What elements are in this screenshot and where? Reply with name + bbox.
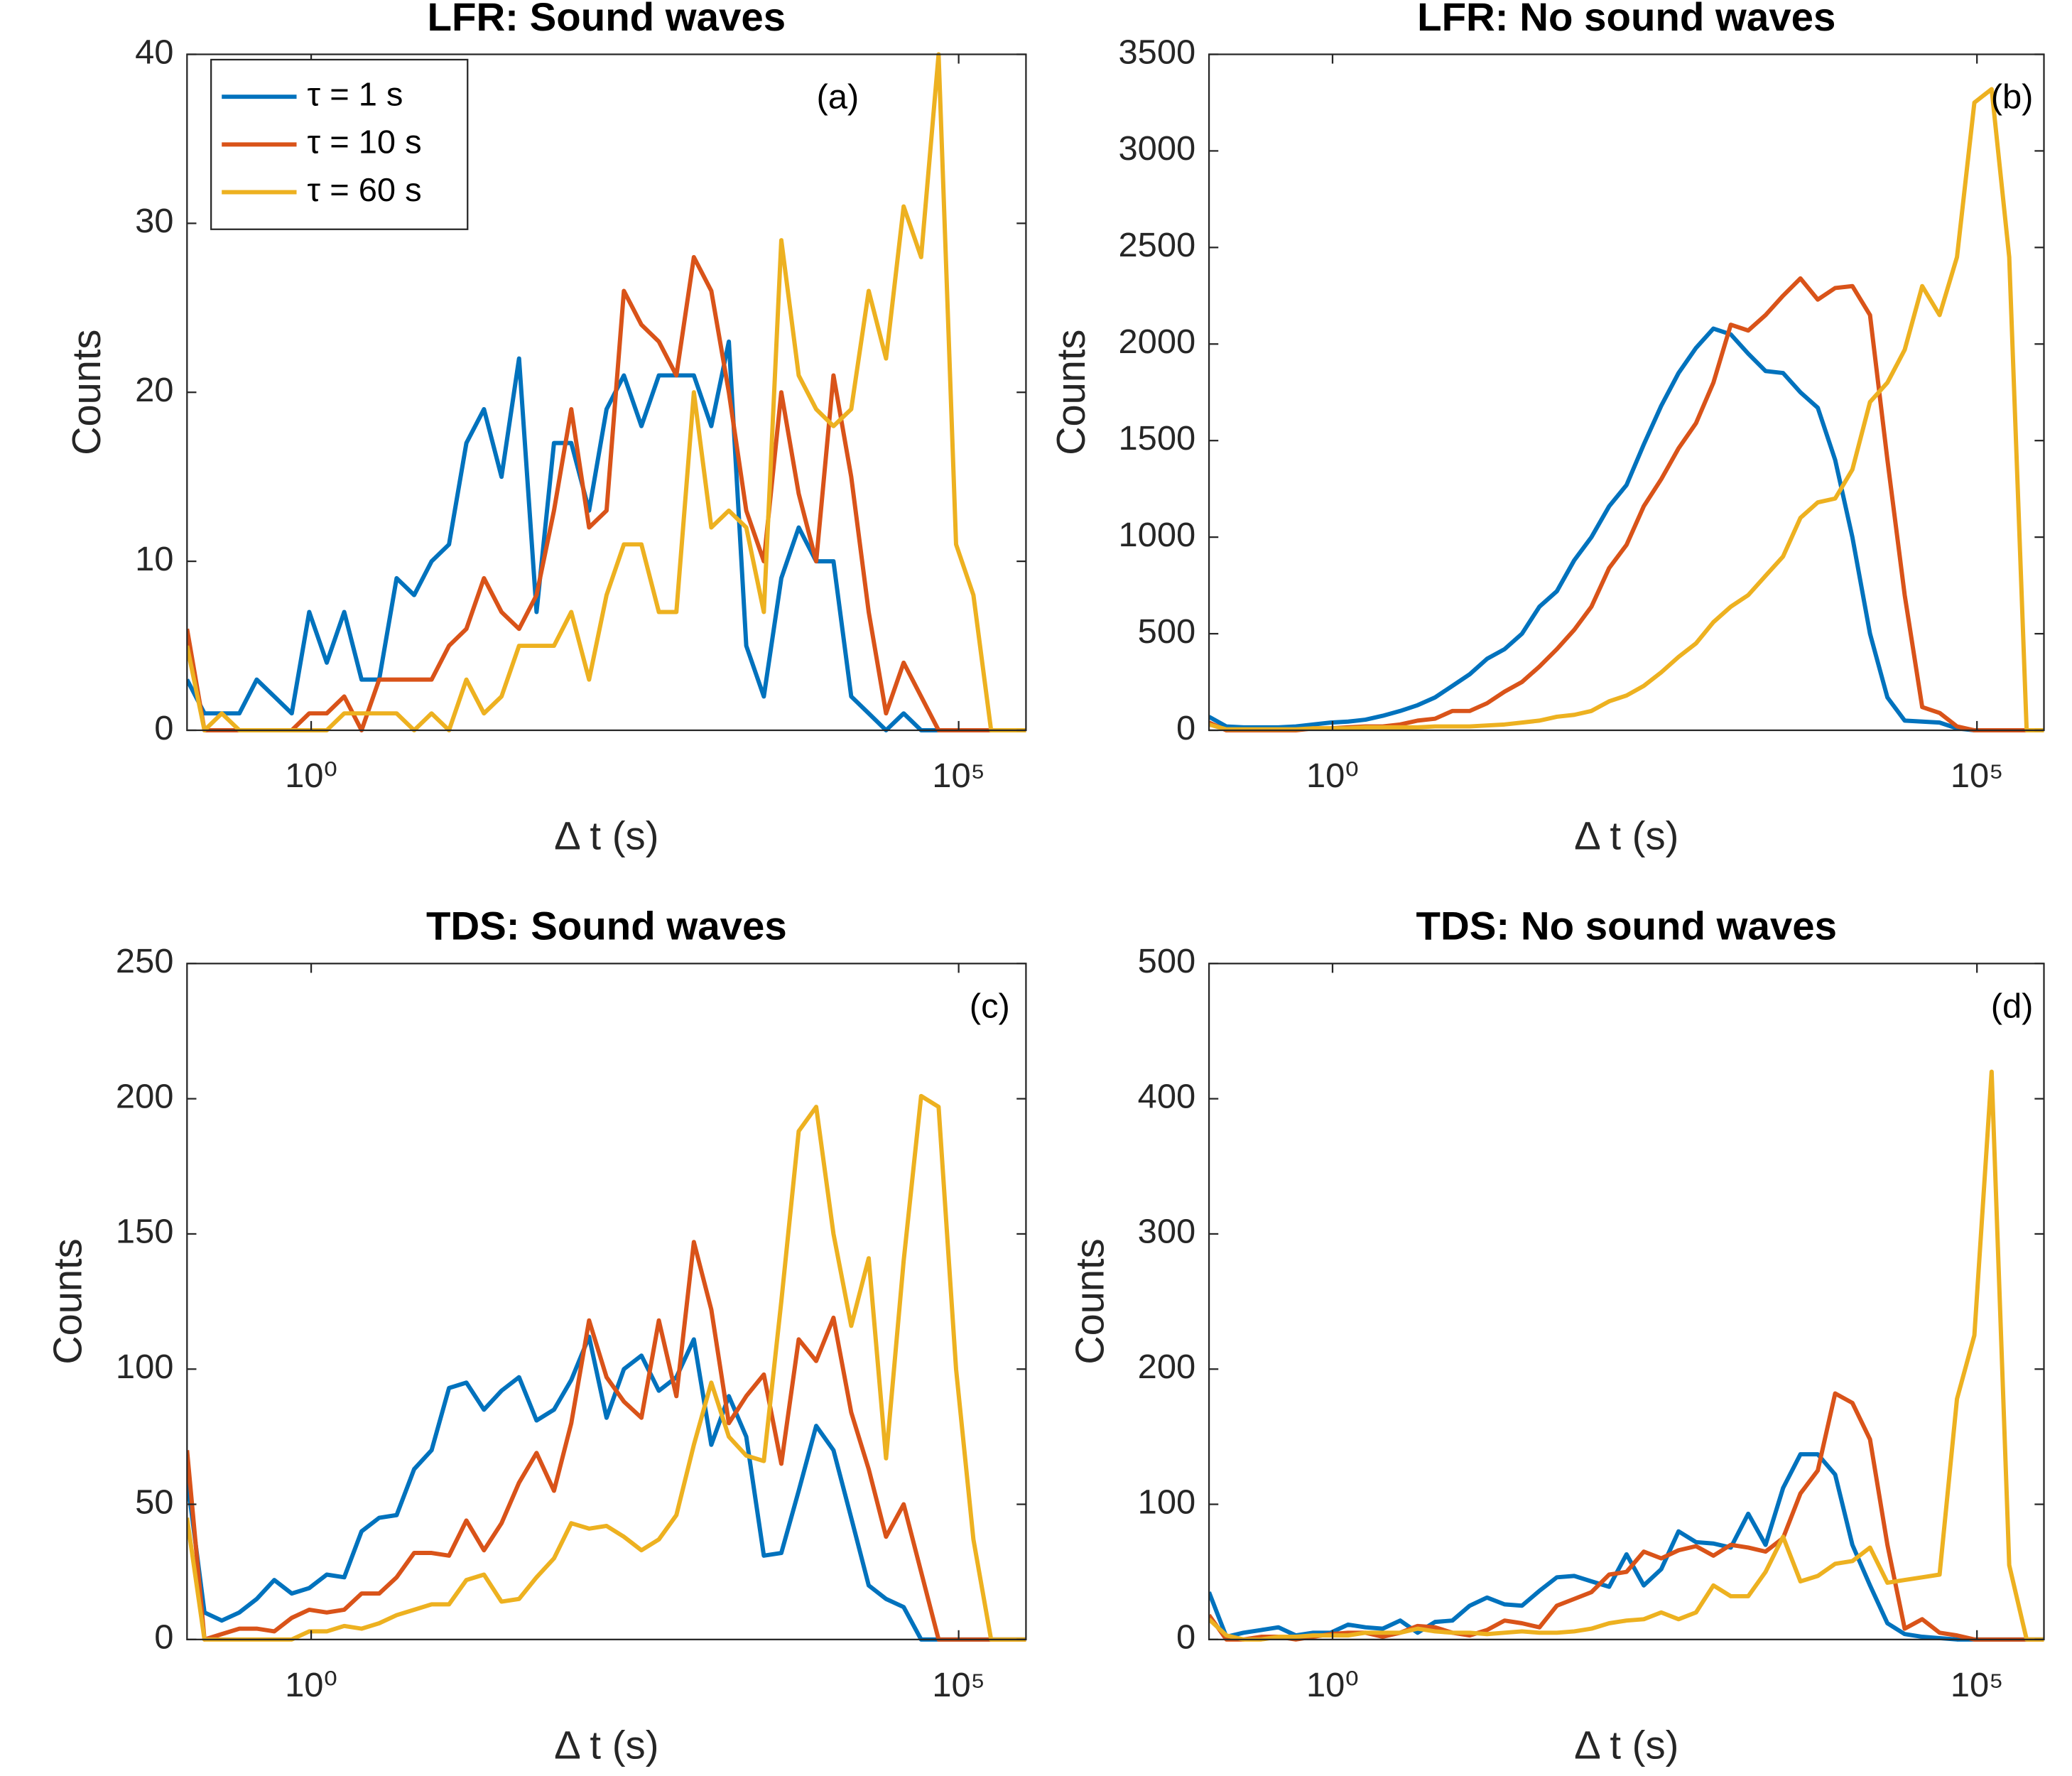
legend-label: τ = 10 s: [308, 124, 422, 161]
y-tick-label: 1000: [1118, 516, 1195, 554]
data-line: [1209, 326, 2044, 732]
chart-title: TDS: No sound waves: [1416, 904, 1837, 948]
y-axis-label: Counts: [64, 330, 109, 455]
legend-label: τ = 1 s: [308, 76, 403, 113]
data-line: [1209, 1069, 2044, 1642]
x-tick-label: 10⁰: [285, 757, 337, 795]
y-axis-label: Counts: [1048, 330, 1093, 455]
y-tick-label: 3500: [1118, 33, 1195, 71]
plot-area: [1209, 963, 2044, 1640]
chart-title: LFR: No sound waves: [1417, 0, 1835, 39]
x-axis-label: Δ t (s): [1574, 1723, 1678, 1767]
x-axis-label: Δ t (s): [554, 813, 658, 858]
data-line: [1209, 1452, 2044, 1642]
legend-label: τ = 60 s: [308, 171, 422, 208]
data-line: [187, 254, 1026, 732]
y-tick-label: 200: [116, 1078, 174, 1116]
axes-box: [186, 963, 1027, 1640]
x-tick-label: 10⁵: [1951, 1666, 2004, 1704]
y-tick-label: 1500: [1118, 419, 1195, 457]
y-axis-label: Counts: [45, 1238, 90, 1364]
x-tick-label: 10⁵: [932, 757, 985, 795]
y-tick-label: 0: [1176, 709, 1195, 747]
y-tick-label: 3000: [1118, 129, 1195, 168]
panel: 0 50 100 150 200 250 10⁰ 10⁵ TDS: Sound waves Δ t…: [45, 904, 1027, 1767]
x-axis-label: Δ t (s): [1574, 813, 1678, 858]
y-tick-label: 2000: [1118, 323, 1195, 361]
data-line: [187, 1093, 1026, 1642]
panel-label: (d): [1991, 987, 2034, 1026]
y-tick-label: 50: [135, 1483, 173, 1522]
y-tick-label: 500: [1138, 612, 1196, 651]
y-tick-label: 250: [116, 942, 174, 980]
y-tick-label: 100: [116, 1348, 174, 1386]
y-tick-label: 0: [154, 709, 173, 747]
panel-label: (b): [1991, 78, 2034, 117]
panel: 0 500 1000 1500 2000 2500 3000 3500 10⁰ 10⁵ LFR: N…: [1048, 0, 2045, 858]
panel: 0 100 200 300 400 500 10⁰ 10⁵ TDS: No sound wave…: [1067, 904, 2045, 1767]
y-axis-label: Counts: [1067, 1238, 1112, 1364]
y-tick-label: 40: [135, 33, 173, 71]
y-tick-label: 30: [135, 202, 173, 240]
y-tick-label: 20: [135, 371, 173, 409]
x-tick-label: 10⁰: [1306, 1666, 1359, 1704]
axes-box: [1208, 53, 2045, 732]
chart-title: LFR: Sound waves: [428, 0, 786, 39]
x-tick-label: 10⁵: [932, 1666, 985, 1704]
y-tick-label: 500: [1138, 942, 1196, 980]
data-line: [187, 1334, 1026, 1642]
y-tick-label: 150: [116, 1213, 174, 1251]
data-line: [1209, 87, 2044, 732]
x-tick-label: 10⁰: [285, 1666, 337, 1704]
panel-label: (a): [817, 78, 859, 117]
x-axis-label: Δ t (s): [554, 1723, 658, 1767]
data-line: [1209, 1391, 2044, 1642]
axes-box: [1208, 963, 2045, 1640]
x-tick-label: 10⁵: [1951, 757, 2004, 795]
y-tick-label: 400: [1138, 1078, 1196, 1116]
y-tick-label: 200: [1138, 1348, 1196, 1386]
chart-title: TDS: Sound waves: [426, 904, 787, 948]
panel-label: (c): [970, 987, 1010, 1026]
x-tick-label: 10⁰: [1306, 757, 1359, 795]
y-tick-label: 10: [135, 540, 173, 578]
y-tick-label: 0: [1176, 1618, 1195, 1657]
y-tick-label: 0: [154, 1618, 173, 1657]
y-tick-label: 2500: [1118, 226, 1195, 264]
y-tick-label: 100: [1138, 1483, 1196, 1522]
y-tick-label: 300: [1138, 1213, 1196, 1251]
data-line: [187, 1240, 1026, 1642]
plot-area: [1209, 54, 2044, 730]
panel: 0 10 20 30 40 10⁰ 10⁵ LFR: Sound waves Δ t (s) Co…: [64, 0, 1027, 858]
